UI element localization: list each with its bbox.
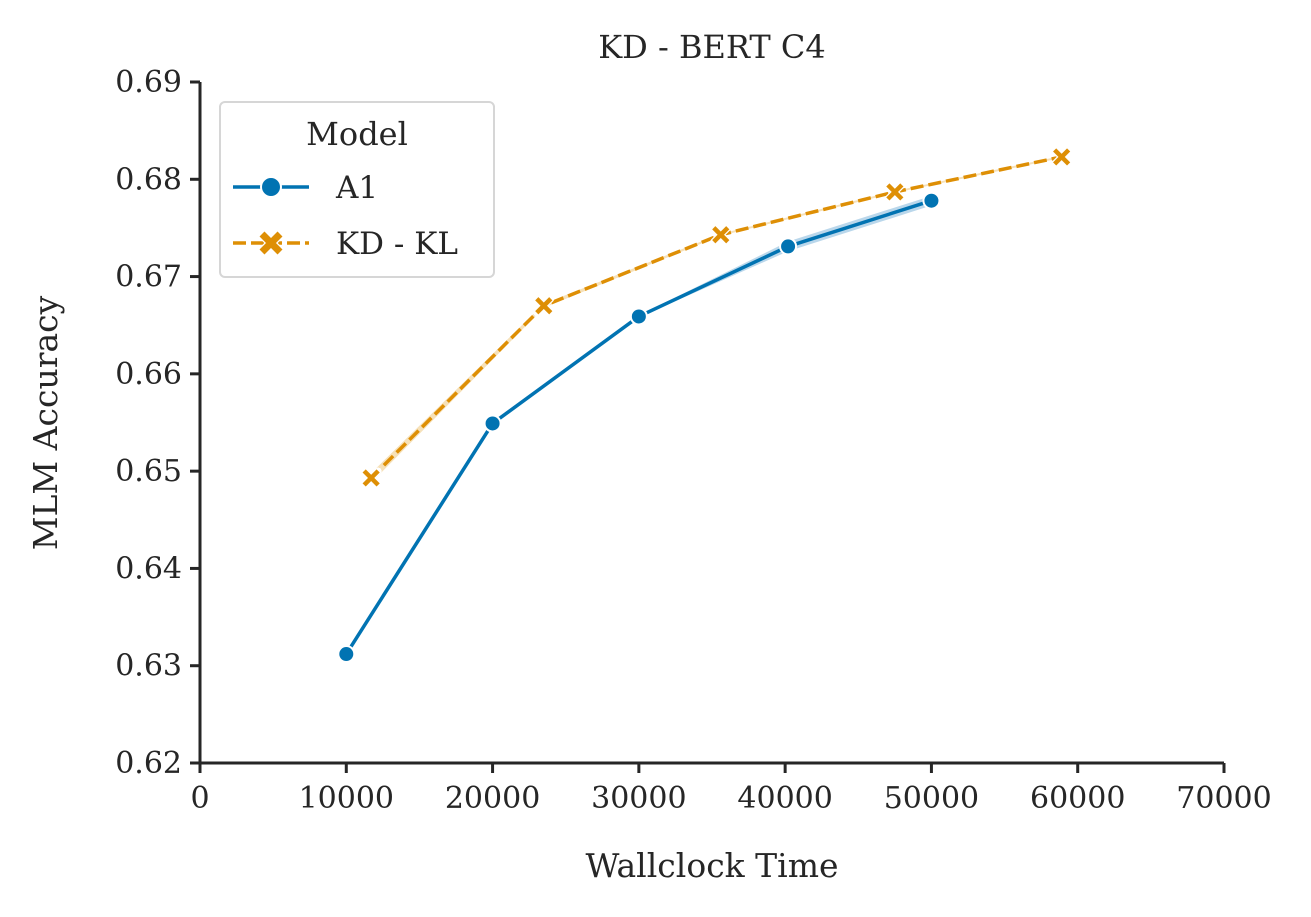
y-tick-label: 0.67 bbox=[115, 260, 182, 295]
y-tick-label: 0.69 bbox=[115, 65, 182, 100]
y-axis-label: MLM Accuracy bbox=[26, 295, 65, 550]
x-tick-label: 70000 bbox=[1176, 781, 1271, 816]
y-axis-ticks: 0.62 0.63 0.64 0.65 0.66 0.67 0.68 0.69 bbox=[115, 65, 200, 781]
legend-label-a1: A1 bbox=[335, 170, 378, 206]
kd-kl-point bbox=[1051, 146, 1073, 168]
x-tick-label: 20000 bbox=[445, 781, 540, 816]
kd-kl-point bbox=[360, 467, 382, 489]
x-tick-label: 40000 bbox=[737, 781, 832, 816]
legend-marker-kd-kl bbox=[257, 229, 285, 257]
a1-point bbox=[922, 191, 941, 210]
x-tick-label: 0 bbox=[190, 781, 209, 816]
kd-kl-point bbox=[533, 295, 555, 317]
y-tick-label: 0.66 bbox=[115, 357, 182, 392]
y-tick-label: 0.64 bbox=[115, 551, 182, 586]
y-tick-label: 0.65 bbox=[115, 454, 182, 489]
legend-marker-a1 bbox=[260, 176, 282, 198]
y-tick-label: 0.68 bbox=[115, 162, 182, 197]
legend-frame bbox=[219, 101, 495, 278]
legend-items: A1 KD - KL bbox=[233, 170, 458, 262]
legend-item-a1: A1 bbox=[233, 170, 378, 206]
legend-title: Model bbox=[306, 115, 408, 153]
legend-item-kd-kl: KD - KL bbox=[233, 226, 458, 262]
kd-kl-point bbox=[710, 224, 732, 246]
x-axis-ticks: 0 10000 20000 30000 40000 50000 60000 70000 bbox=[190, 763, 1272, 816]
series-markers bbox=[337, 146, 1073, 664]
a1-point bbox=[483, 414, 502, 433]
legend: Model A1 KD - KL bbox=[219, 101, 495, 278]
a1-point bbox=[337, 645, 356, 664]
x-tick-label: 30000 bbox=[591, 781, 686, 816]
chart-title: KD - BERT C4 bbox=[598, 28, 825, 66]
y-tick-label: 0.62 bbox=[115, 746, 182, 781]
a1-point bbox=[629, 307, 648, 326]
y-tick-label: 0.63 bbox=[115, 649, 182, 684]
x-tick-label: 60000 bbox=[1030, 781, 1125, 816]
x-axis-label: Wallclock Time bbox=[585, 846, 838, 885]
x-tick-label: 10000 bbox=[299, 781, 394, 816]
x-tick-label: 50000 bbox=[884, 781, 979, 816]
legend-label-kd-kl: KD - KL bbox=[336, 226, 458, 262]
kd-kl-point bbox=[884, 181, 906, 203]
a1-point bbox=[779, 237, 798, 256]
